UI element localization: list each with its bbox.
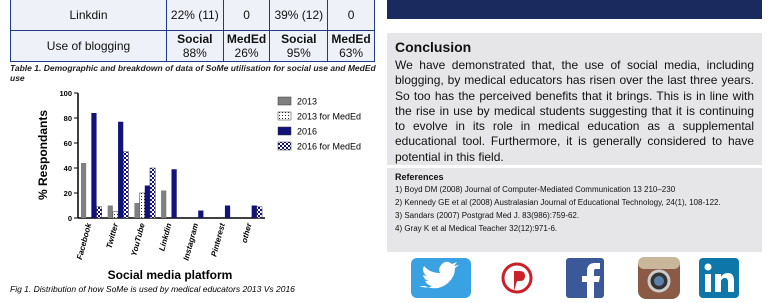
bar <box>251 205 257 218</box>
row-label: Use of blogging <box>10 30 167 62</box>
bar <box>198 210 204 218</box>
bar <box>144 185 150 218</box>
right-column: Conclusion We have demonstrated that, th… <box>387 0 762 303</box>
reference: 1) Boyd DM (2008) Journal of Computer-Me… <box>395 185 676 194</box>
x-tick-label: Linkdin <box>157 222 173 252</box>
pinterest-icon <box>501 262 533 294</box>
cell: 0 <box>222 0 271 31</box>
section-title: References <box>395 172 444 182</box>
bar <box>91 113 97 218</box>
table-caption: Table 1. Demographic and breakdown of da… <box>10 63 376 83</box>
reference: 2) Kennedy GE et al (2008) Australasian … <box>395 198 721 207</box>
bar <box>149 167 156 219</box>
x-tick-label: YouTube <box>129 222 147 257</box>
reference: 4) Gray K et al Medical Teacher 32(12):9… <box>395 224 558 233</box>
y-tick-label: 80 <box>64 114 72 123</box>
bar <box>256 206 263 219</box>
chart-caption: Fig 1. Distribution of how SoMe is used … <box>10 284 295 294</box>
bar <box>224 205 231 218</box>
cell-value: 88% <box>182 45 207 60</box>
cell-value: 63% <box>339 45 364 60</box>
x-tick-label: Facebook <box>75 222 94 261</box>
cell-value: 26% <box>234 45 259 60</box>
header-bar <box>387 0 762 19</box>
cell: MedEd 26% <box>222 30 271 62</box>
table-row: Use of blogging Social 88% MedEd 26% Socia… <box>10 30 375 62</box>
legend-label: 2013 <box>297 97 317 107</box>
x-tick-label: Pinterest <box>209 222 227 258</box>
legend-swatch <box>277 141 292 151</box>
cell-head: MedEd <box>226 31 267 46</box>
x-axis-title: Social media platform <box>108 268 233 282</box>
y-tick-label: 0 <box>68 214 72 223</box>
section-title: Conclusion <box>395 39 472 55</box>
cell: Social 95% <box>269 30 329 62</box>
social-icons <box>411 257 739 299</box>
x-tick-label: Instagram <box>182 222 201 261</box>
bar <box>107 205 113 218</box>
legend-swatch <box>277 96 292 106</box>
chart: % Respondants Social media platform Fig … <box>10 89 361 294</box>
y-tick-label: 20 <box>64 189 72 198</box>
bar <box>139 192 146 219</box>
references-box: References 1) Boyd DM (2008) Journal of … <box>387 168 762 252</box>
bar <box>171 169 177 218</box>
y-tick-label: 60 <box>64 139 72 148</box>
cell-head: Social <box>281 31 317 46</box>
cell: MedEd 63% <box>327 30 375 62</box>
legend-swatch <box>277 126 292 136</box>
data-table: Linkdin 22% (11) 0 39% (12) 0 Use of blo… <box>10 0 375 62</box>
bar <box>123 151 129 219</box>
reference: 3) Sandars (2007) Postgrad Med J. 83(986… <box>395 211 580 220</box>
cell-value: 95% <box>286 45 311 60</box>
bar <box>80 163 87 218</box>
x-tick-label: Twitter <box>105 221 121 249</box>
linkedin-icon <box>699 258 739 298</box>
row-label: Linkdin <box>10 0 167 31</box>
paragraph: We have demonstrated that, the use of so… <box>395 58 754 164</box>
twitter-icon <box>411 258 471 298</box>
x-tick-label: other <box>240 221 254 244</box>
bar <box>96 206 103 219</box>
instagram-icon <box>638 257 680 299</box>
cell-head: MedEd <box>331 31 371 46</box>
bar <box>112 211 119 219</box>
conclusion-box: Conclusion We have demonstrated that, th… <box>387 33 762 165</box>
legend-swatch <box>277 111 292 121</box>
facebook-icon <box>566 258 604 298</box>
cell: Social 88% <box>166 30 224 62</box>
y-axis-title: % Respondants <box>36 110 50 200</box>
bar <box>161 190 167 218</box>
cell-head: Social <box>177 31 213 46</box>
y-tick-label: 100 <box>59 89 72 98</box>
cell: 0 <box>327 0 375 31</box>
table-row: Linkdin 22% (11) 0 39% (12) 0 <box>10 0 375 31</box>
legend-label: 2016 <box>297 127 317 137</box>
y-tick-label: 40 <box>64 164 72 173</box>
legend-label: 2013 for MedEd <box>297 112 361 122</box>
cell: 22% (11) <box>166 0 224 31</box>
bar <box>118 121 124 218</box>
bar <box>134 203 140 218</box>
legend-label: 2016 for MedEd <box>297 142 361 152</box>
cell: 39% (12) <box>269 0 329 31</box>
